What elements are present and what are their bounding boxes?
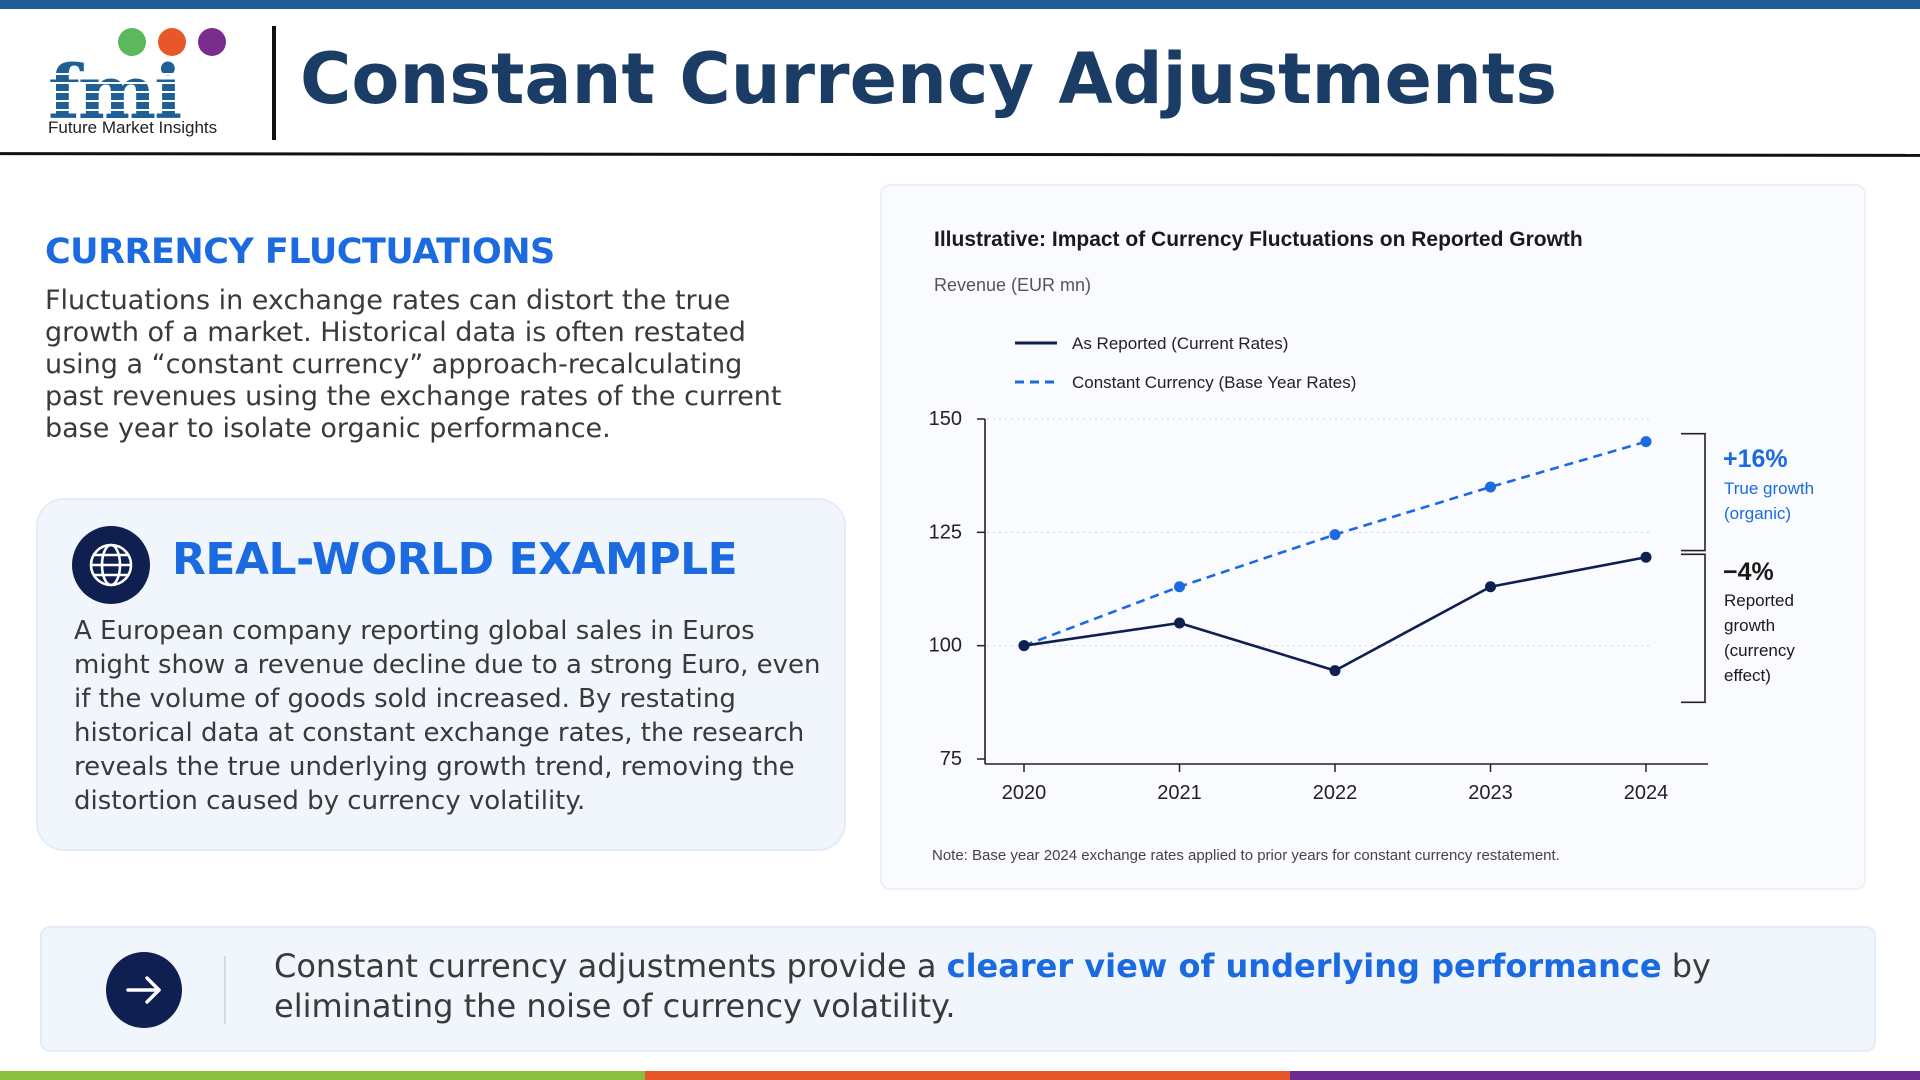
x-tick-label-1: 2020 [1002, 782, 1047, 804]
legend-label-1: As Reported (Current Rates) [1072, 334, 1288, 353]
chart-note: Note: Base year 2024 exchange rates appl… [932, 847, 1560, 864]
chart-title: Illustrative: Impact of Currency Fluctua… [934, 228, 1583, 251]
x-tick-label-3: 2022 [1313, 782, 1358, 804]
chart-ylabel: Revenue (EUR mn) [934, 275, 1091, 295]
annotation-organic-value: +16% [1723, 445, 1788, 473]
bracket-organic [1681, 432, 1706, 552]
chart-svg: Illustrative: Impact of Currency Fluctua… [929, 228, 1814, 864]
logo-dot-orange [158, 28, 186, 56]
page-title: Constant Currency Adjustments [300, 38, 1557, 120]
footer-bar-purple [1290, 1071, 1920, 1080]
annotation-currency-line-3: (currency [1724, 641, 1795, 660]
summary-divider [224, 956, 226, 1024]
y-tick-label-2: 100 [929, 635, 962, 657]
annotation-currency-line-4: effect) [1724, 666, 1771, 685]
series-2-point-3 [1329, 529, 1341, 541]
series-2-point-4 [1485, 481, 1496, 493]
annotation-organic-line-2: (organic) [1724, 504, 1791, 523]
series-1-point-1 [1018, 640, 1030, 652]
summary-text: Constant currency adjustments provide a … [274, 946, 1834, 1026]
series-2-point-2 [1174, 581, 1185, 593]
legend-label-2: Constant Currency (Base Year Rates) [1072, 373, 1356, 392]
header-rule [0, 152, 1920, 157]
annotation-organic-line-1: True growth [1724, 479, 1814, 498]
bracket-currency [1681, 553, 1706, 704]
logo-tagline: Future Market Insights [48, 118, 218, 137]
header-divider [272, 26, 276, 140]
x-tick-label-5: 2024 [1624, 782, 1669, 804]
example-body: A European company reporting global sale… [74, 616, 821, 816]
annotation-currency-value: −4% [1723, 558, 1774, 586]
series-1-point-2 [1174, 617, 1185, 629]
annotation-currency-line-2: growth [1724, 616, 1775, 635]
currency-heading: CURRENCY FLUCTUATIONS [45, 232, 555, 272]
logo-stripes [48, 66, 244, 130]
summary-highlight: clearer view of underlying performance [946, 947, 1662, 985]
x-tick-label-4: 2023 [1468, 782, 1513, 804]
y-tick-label-3: 125 [929, 521, 962, 543]
x-tick-label-2: 2021 [1157, 782, 1202, 804]
fmi-logo: fmi Future Market Insights [44, 26, 254, 144]
logo-dot-green [118, 28, 146, 56]
chart-card: Illustrative: Impact of Currency Fluctua… [880, 184, 1866, 890]
summary-text-before: Constant currency adjustments provide a [274, 947, 947, 985]
series-1-point-4 [1485, 581, 1496, 593]
summary-text-after: by eliminating the noise of currency vol… [274, 947, 1711, 1025]
summary-bar: Constant currency adjustments provide a … [40, 926, 1876, 1052]
top-accent-bar [0, 0, 1920, 9]
series-line-2 [1023, 440, 1647, 647]
series-2-point-5 [1640, 436, 1652, 448]
y-tick-label-4: 150 [929, 408, 962, 430]
arrow-right-icon [106, 952, 182, 1028]
globe-icon [72, 526, 150, 604]
series-line-1 [1023, 555, 1647, 672]
series-1-point-3 [1329, 665, 1341, 677]
example-card: REAL-WORLD EXAMPLE A European company re… [36, 498, 846, 851]
y-tick-label-1: 75 [940, 748, 962, 770]
logo-dot-purple [198, 28, 226, 56]
currency-body: Fluctuations in exchange rates can disto… [45, 285, 782, 444]
example-heading: REAL-WORLD EXAMPLE [172, 534, 738, 585]
annotation-currency-line-1: Reported [1724, 591, 1794, 610]
footer-bar-green [0, 1071, 645, 1080]
series-1-point-5 [1640, 551, 1652, 563]
footer-bar-orange [645, 1071, 1290, 1080]
